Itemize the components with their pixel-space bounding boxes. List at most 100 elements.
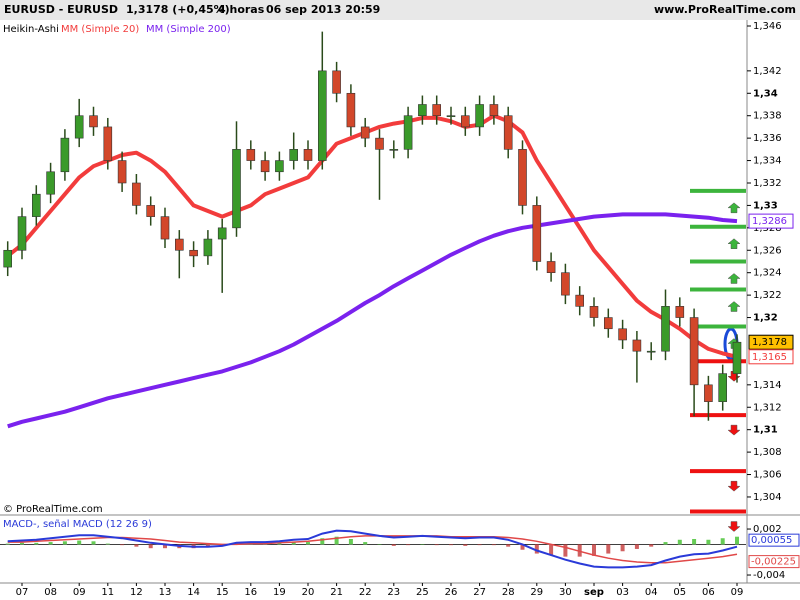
candle-legend: Heikin-Ashi [3,24,59,35]
x-tick-label: 06 [702,587,715,598]
price-tag [748,334,794,350]
macd-signal [7,535,738,564]
y-tick-label: 1,338 [753,111,782,122]
level-arrow [727,273,741,284]
macd-histogram [463,544,468,546]
macd-histogram [291,542,296,545]
x-tick-label: 22 [359,587,372,598]
x-tick-label: 09 [731,587,744,598]
macd-histogram [735,536,739,545]
x-tick-label: 16 [244,587,257,598]
candle-body [303,149,313,161]
y-tick-label: 1,334 [753,156,782,167]
x-tick-label: 25 [416,587,429,598]
candle-body [618,328,627,341]
candle-body [446,115,456,118]
y-tick-label: 1,32 [753,313,778,324]
macd-histogram [77,540,82,545]
macd-histogram [277,542,282,545]
y-tick-label: 1,308 [753,447,782,458]
candle-body [217,227,227,240]
y-tick-label: 1,346 [753,21,782,32]
macd-legend: MACD-, señal MACD (12 26 9) [3,519,152,530]
x-tick-label: 15 [216,587,229,598]
macd-histogram [306,542,310,545]
macd-histogram [377,544,382,545]
instrument: EURUSD - EURUSD [4,3,118,16]
candle-body [418,104,427,117]
macd-histogram [363,542,368,545]
macd-histogram [434,544,439,546]
macd-line [7,529,738,569]
y-tick-label: 1,326 [753,245,782,256]
ma-line [6,113,738,359]
candle-body [103,126,113,161]
candle-body [203,238,213,257]
y-tick-label: 1,306 [753,470,782,481]
candle-body [646,350,656,353]
macd-histogram [577,544,582,557]
candle-body [160,216,170,240]
price-tag-label: 1,3286 [752,216,787,227]
candle-body [60,137,70,173]
macd-histogram [477,544,482,546]
date: 06 sep 2013 20:59 [266,3,380,16]
macd-histogram [348,538,353,545]
candle-body [561,272,570,296]
x-tick-label: 28 [502,587,515,598]
candle-body [332,70,341,94]
candle-body [403,115,413,150]
macd-histogram [134,544,139,547]
candle-body [17,216,27,251]
macd-histogram [491,544,496,546]
macd-tick-label: 0,002 [753,524,782,535]
macd-histogram [34,542,39,545]
candle-body [3,249,13,268]
y-tick-label: 1,33 [753,200,778,211]
y-tick-label: 1,34 [753,88,778,99]
candle-body [289,149,299,161]
x-tick-label: 05 [673,587,686,598]
candle-body [146,205,155,217]
macd-histogram [534,544,539,554]
macd-histogram [62,541,67,545]
candle-body [74,115,84,139]
candle-body [89,115,98,128]
candle-body [518,149,527,206]
candle-body [360,126,370,139]
source: www.ProRealTime.com [654,3,796,16]
macd-histogram [620,544,625,552]
candle-body [389,149,399,151]
level-arrow [727,301,741,312]
macd-tag-label: 0,00055 [751,535,792,546]
macd-histogram [48,542,53,545]
candle-body [232,149,241,229]
macd-histogram [120,544,125,546]
y-tick-label: 1,332 [753,178,782,189]
candle-body [475,104,484,128]
legend-ma200: MM (Simple 200) [146,24,231,35]
candle-body [689,317,699,386]
price-tag [748,213,794,229]
y-tick-label: 1,304 [753,492,782,503]
macd-histogram [592,544,596,556]
price-tag [748,349,794,365]
header-bar [0,0,800,20]
macd-histogram [148,544,153,549]
level-arrow [727,424,741,436]
candle-body [432,104,442,117]
candle-body [175,238,184,251]
level-arrow [727,202,741,214]
ma-line [7,212,738,429]
candle-body [31,193,41,217]
macd-histogram [105,543,110,545]
y-tick-label: 1,322 [753,290,782,301]
macd-histogram [20,542,24,545]
candle-body [275,160,284,173]
macd-histogram [449,544,453,546]
macd-histogram [163,544,167,549]
y-tick-label: 1,336 [753,133,782,144]
macd-histogram [391,544,396,546]
candle-body [589,306,599,318]
